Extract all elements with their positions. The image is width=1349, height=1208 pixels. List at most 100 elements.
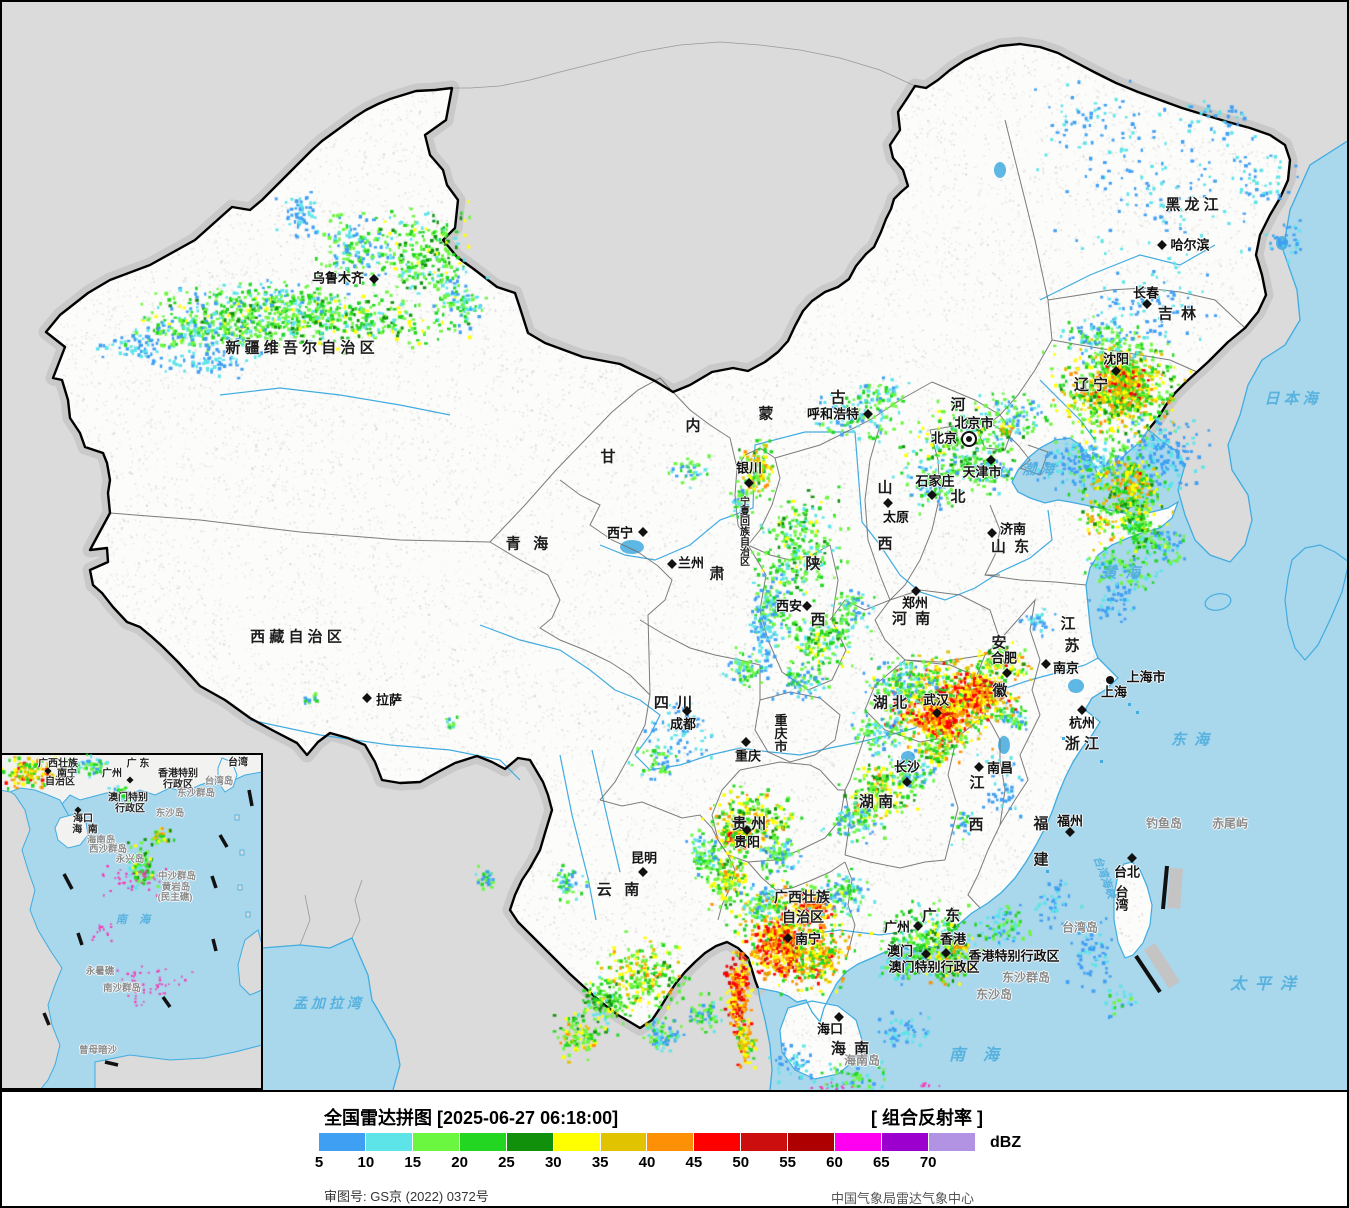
province-label: 台湾	[1113, 885, 1129, 911]
city-label: 澳门特别行政区	[888, 959, 980, 975]
city-label: 上海	[1100, 684, 1128, 700]
colorbar-tick: 10	[357, 1154, 375, 1171]
city-label: 南宁	[794, 931, 822, 947]
province-label: 湖 北	[872, 694, 908, 712]
inset-label: 曾母暗沙	[78, 1045, 118, 1056]
colorbar-tick: 20	[451, 1154, 468, 1171]
inset-label: 南沙群岛	[102, 983, 142, 994]
inset-label: (民主礁)	[157, 892, 193, 903]
colorbar-tick: 15	[404, 1154, 422, 1171]
legend-title: 全国雷达拼图 [2025-06-27 06:18:00]	[324, 1108, 619, 1128]
province-label: 广 东	[921, 907, 961, 925]
city-label: 拉萨	[375, 692, 403, 708]
colorbar-segment-20	[459, 1133, 506, 1151]
capital-marker	[961, 431, 977, 447]
inset-label: 香港特别	[158, 768, 198, 780]
province-label: 黑 龙 江	[1165, 196, 1219, 214]
inset-label: 南宁	[57, 768, 77, 780]
province-label: 湖 南	[858, 793, 894, 811]
inset-label: 东沙岛	[155, 808, 185, 819]
province-label: 宁夏回族自治区	[737, 496, 749, 566]
province-label: 海 南	[830, 1040, 870, 1058]
colorbar-tick: 25	[498, 1154, 515, 1171]
province-label: 西	[810, 611, 826, 629]
inset-label: 行政区	[115, 803, 145, 815]
inset-label: 自治区	[45, 776, 75, 788]
city-label: 福州	[1056, 813, 1084, 829]
province-label: 河	[950, 396, 966, 414]
colorbar-tick: 30	[544, 1154, 562, 1171]
city-marker	[783, 933, 793, 943]
inset-label: 台湾	[228, 757, 248, 769]
inset-label: 广州	[102, 768, 122, 780]
province-label: 山 东	[990, 538, 1030, 556]
city-marker	[1157, 240, 1167, 250]
province-label: 西	[877, 535, 893, 553]
city-label: 太原	[882, 509, 910, 525]
city-label: 南昌	[986, 760, 1014, 776]
colorbar-segment-40	[647, 1133, 694, 1151]
province-label: 吉 林	[1157, 305, 1197, 323]
inset-label: 海 南	[72, 824, 98, 836]
province-label: 苏	[1064, 637, 1080, 655]
colorbar-segment-55	[788, 1133, 835, 1151]
city-label: 香港特别行政区	[968, 948, 1060, 964]
city-marker	[369, 274, 379, 284]
province-label: 自治区	[782, 909, 824, 925]
legend-panel: 全国雷达拼图 [2025-06-27 06:18:00] [ 组合反射率 ] d…	[0, 1090, 1349, 1208]
sea-label: 东 海	[1170, 731, 1210, 749]
city-marker	[974, 762, 984, 772]
province-label: 山	[877, 479, 893, 497]
city-label: 天津市	[962, 464, 1002, 480]
province-label: 内	[685, 417, 701, 435]
colorbar-segment-65	[882, 1133, 928, 1151]
city-label: 长春	[1132, 285, 1160, 301]
city-label: 昆明	[630, 850, 658, 866]
inset-label: 行政区	[163, 779, 193, 791]
colorbar-segment-50	[741, 1133, 788, 1151]
city-label: 北京市	[954, 415, 994, 431]
province-label: 蒙	[758, 405, 774, 423]
reflectivity-colorbar	[319, 1133, 975, 1151]
province-label: 贵 州	[731, 815, 767, 833]
inset-label: 永兴岛	[115, 854, 145, 865]
island-label: 东沙群岛	[1001, 970, 1051, 985]
colorbar-tick: 70	[919, 1154, 937, 1171]
map-labels-layer: 黑 龙 江吉 林辽 宁内 蒙 古甘肃 青 海西 藏 自 治 区 新 疆 维 吾 尔 自 …	[38, 196, 1318, 1068]
city-label: 郑州	[901, 595, 929, 611]
inset-label: 东沙群岛	[176, 788, 216, 799]
city-marker	[863, 409, 873, 419]
province-label: 河 南	[891, 610, 931, 628]
inset-label: 黄岩岛	[161, 882, 191, 893]
sea-label: 南 海	[949, 1047, 999, 1064]
inset-label: 广西壮族	[38, 758, 78, 770]
city-label: 上海市	[1126, 669, 1166, 685]
inset-label: 澳门特别	[108, 792, 148, 804]
colorbar-segment-15	[412, 1133, 459, 1151]
colorbar-segment-30	[553, 1133, 600, 1151]
province-label: 古	[830, 389, 846, 407]
province-label: 陕	[805, 555, 821, 573]
city-label: 济南	[999, 521, 1027, 537]
colorbar-segment-45	[694, 1133, 741, 1151]
city-label: 成都	[669, 716, 697, 732]
colorbar-tick: 40	[638, 1154, 656, 1171]
city-label: 沈阳	[1102, 351, 1130, 367]
inset-label: 南 海	[115, 914, 151, 926]
city-marker	[638, 867, 648, 877]
inset-label: 海口	[73, 813, 93, 825]
city-label: 武汉	[922, 692, 950, 708]
island-label: 钓鱼岛	[1145, 816, 1183, 831]
province-label: 安	[991, 634, 1007, 652]
city-marker	[744, 478, 754, 488]
sea-label: 渤 海	[1022, 461, 1054, 477]
city-label: 西安	[775, 598, 803, 614]
city-label: 银川	[735, 460, 763, 476]
province-label: 广西壮族	[774, 889, 830, 905]
inset-label: 西沙群岛	[88, 844, 128, 855]
city-marker	[1002, 668, 1012, 678]
province-label: 江	[1060, 615, 1076, 633]
province-label: 新 疆 维 吾 尔 自 治 区	[225, 339, 375, 357]
colorbar-segment-25	[506, 1133, 553, 1151]
